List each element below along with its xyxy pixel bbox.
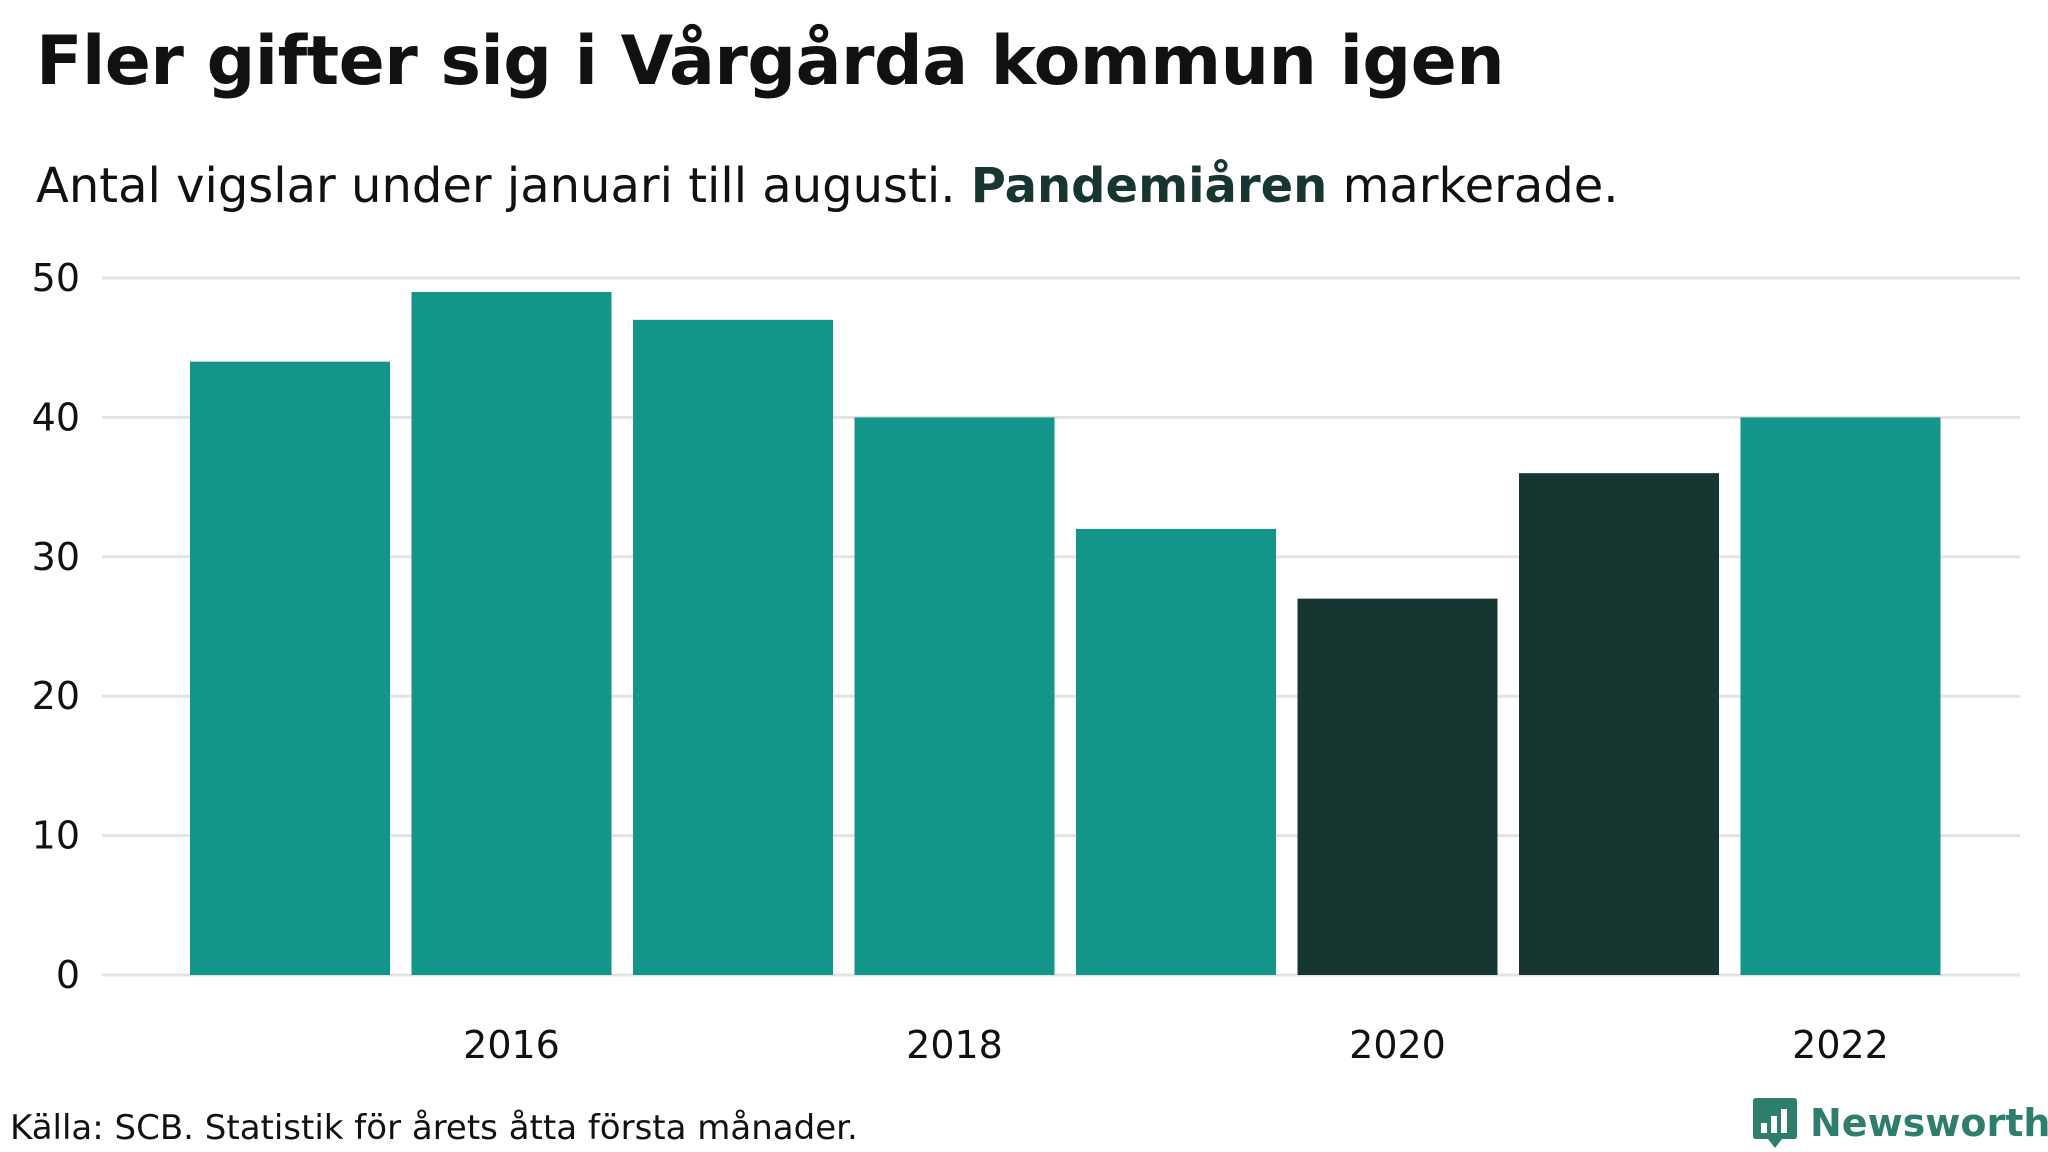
bar-2020 [1297, 598, 1498, 975]
bar-2019 [1076, 528, 1276, 975]
x-tick-label: 2016 [463, 1023, 560, 1067]
subtitle-text-end: markerade. [1327, 158, 1619, 214]
chart-title: Fler gifter sig i Vårgårda kommun igen [36, 22, 1505, 101]
y-tick-label: 40 [32, 395, 80, 439]
bar-2018 [854, 417, 1055, 975]
y-tick-label: 20 [32, 674, 80, 718]
bar-2021 [1519, 473, 1719, 975]
chart-subtitle: Antal vigslar under januari till augusti… [36, 158, 1619, 214]
y-axis-ticks: 0 10 20 30 40 50 [32, 256, 80, 997]
x-axis-ticks: 2016 2018 2020 2022 [463, 1023, 1889, 1067]
subtitle-text: Antal vigslar under januari till augusti… [36, 158, 971, 214]
brand-name: Newsworthy [1810, 1101, 2048, 1145]
bar-2022 [1740, 417, 1941, 975]
y-tick-label: 0 [56, 953, 80, 997]
brand-logo: Newsworthy [1752, 1096, 2048, 1150]
bars [190, 291, 1941, 975]
y-tick-label: 30 [32, 535, 80, 579]
newsworthy-logo-icon [1753, 1098, 1797, 1148]
bar-chart: 0 10 20 30 40 50 2016 2018 2020 2022 [32, 256, 2020, 1067]
bar-2015 [190, 361, 390, 975]
y-tick-label: 10 [32, 814, 80, 858]
x-tick-label: 2022 [1792, 1023, 1889, 1067]
y-tick-label: 50 [32, 256, 80, 300]
subtitle-highlight: Pandemiåren [970, 158, 1328, 214]
bar-2017 [633, 319, 833, 975]
source-note: Källa: SCB. Statistik för årets åtta för… [10, 1108, 858, 1148]
x-tick-label: 2018 [906, 1023, 1003, 1067]
bar-2016 [411, 291, 612, 975]
x-tick-label: 2020 [1349, 1023, 1446, 1067]
